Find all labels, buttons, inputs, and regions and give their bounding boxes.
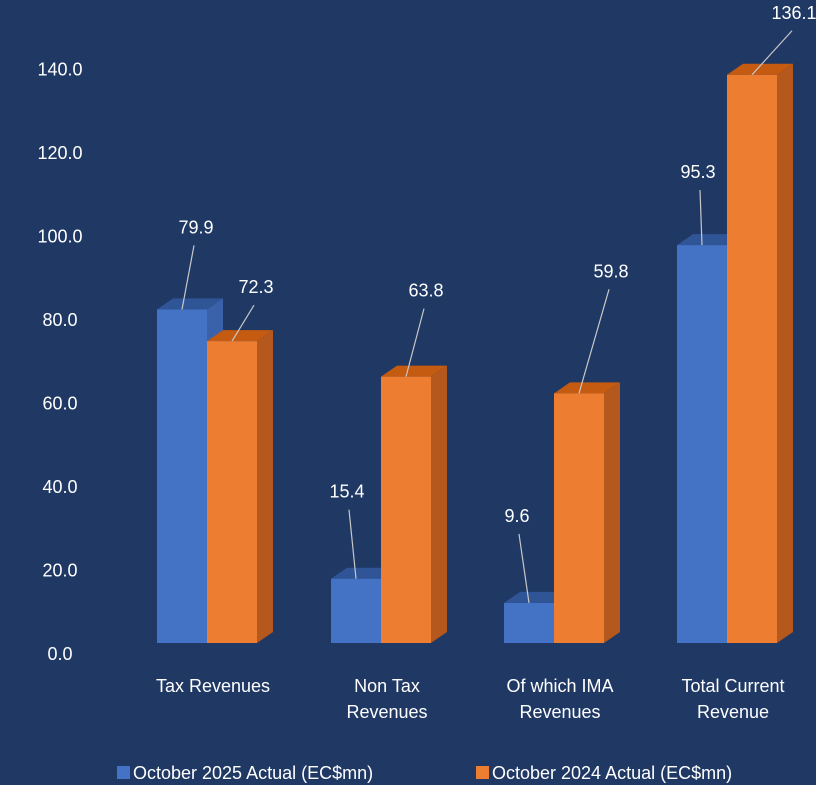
data-label: 72.3	[238, 277, 273, 297]
bars	[157, 63, 793, 644]
x-category-label: Revenues	[346, 702, 427, 722]
bar-oct-2024-1	[381, 365, 447, 643]
legend-swatch	[476, 766, 489, 779]
data-label: 15.4	[329, 482, 364, 502]
x-category-label: Tax Revenues	[156, 676, 270, 696]
bar-side-face	[604, 382, 620, 643]
bar-top-face	[727, 63, 793, 75]
y-tick-label: 100.0	[37, 227, 82, 247]
legend: October 2025 Actual (EC$mn) October 2024 …	[117, 763, 732, 783]
bar-top-face	[504, 591, 570, 603]
data-labels: 79.9 72.3 15.4 63.8 9.6 59.8 95.3 136.1	[178, 3, 816, 604]
leader-line	[751, 30, 793, 76]
bar-front-face	[157, 309, 207, 643]
y-tick-label: 140.0	[37, 60, 82, 80]
data-label: 63.8	[408, 281, 443, 301]
bar-top-face	[207, 330, 273, 342]
bar-front-face	[207, 341, 257, 643]
bar-front-face	[331, 578, 381, 643]
x-category-label: Revenues	[519, 702, 600, 722]
leader-line	[699, 190, 703, 246]
leader-line	[231, 304, 255, 342]
x-category-label: Non Tax	[354, 676, 420, 696]
bar-side-face	[431, 365, 447, 643]
y-tick-label: 0.0	[47, 644, 72, 664]
x-category-label: Of which IMA	[506, 676, 613, 696]
leader-line	[181, 245, 195, 310]
bar-top-face	[331, 567, 397, 579]
y-tick-label: 60.0	[42, 394, 77, 414]
bar-side-face	[257, 330, 273, 643]
bar-front-face	[554, 393, 604, 643]
bar-oct-2024-3	[727, 63, 793, 644]
y-tick-label: 20.0	[42, 561, 77, 581]
legend-item: October 2024 Actual (EC$mn)	[476, 763, 732, 783]
bar-top-face	[381, 365, 447, 377]
bar-front-face	[677, 245, 727, 643]
data-label: 136.1	[771, 3, 816, 23]
leader-line	[405, 308, 425, 377]
bar-oct-2024-0	[207, 330, 273, 643]
y-axis: 0.0 20.0 40.0 60.0 80.0 100.0 120.0 140.0	[37, 60, 82, 665]
leader-line	[518, 533, 530, 604]
data-label: 79.9	[178, 217, 213, 237]
legend-label: October 2024 Actual (EC$mn)	[492, 763, 732, 783]
bar-front-face	[504, 602, 554, 643]
x-axis: Tax Revenues Non Tax Revenues Of which IMA R…	[156, 676, 785, 722]
data-label: 59.8	[593, 261, 628, 281]
y-tick-label: 40.0	[42, 477, 77, 497]
leader-line	[578, 289, 610, 394]
bar-front-face	[727, 74, 777, 644]
bar-front-face	[381, 376, 431, 643]
bar-side-face	[777, 63, 793, 644]
y-tick-label: 80.0	[42, 310, 77, 330]
legend-item: October 2025 Actual (EC$mn)	[117, 763, 373, 783]
data-label: 95.3	[680, 162, 715, 182]
legend-label: October 2025 Actual (EC$mn)	[133, 763, 373, 783]
leader-line	[348, 509, 357, 579]
bar-top-face	[157, 298, 223, 310]
bar-oct-2024-2	[554, 382, 620, 643]
y-tick-label: 120.0	[37, 143, 82, 163]
x-category-label: Total Current	[681, 676, 784, 696]
bar-top-face	[554, 382, 620, 394]
data-label: 9.6	[504, 506, 529, 526]
x-category-label: Revenue	[697, 702, 769, 722]
legend-swatch	[117, 766, 130, 779]
bar-top-face	[677, 234, 743, 246]
